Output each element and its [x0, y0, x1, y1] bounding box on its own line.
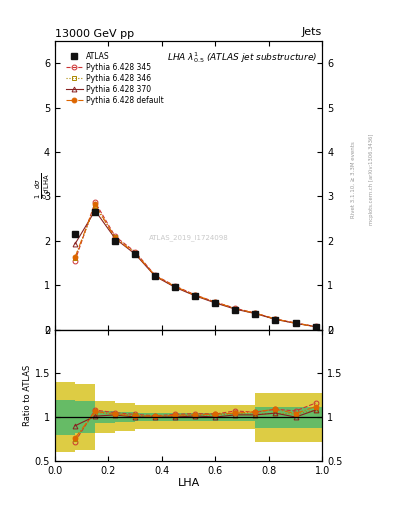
Pythia 6.428 345	[233, 305, 238, 311]
Pythia 6.428 345	[313, 324, 318, 330]
Pythia 6.428 345	[253, 310, 258, 316]
Pythia 6.428 default	[273, 316, 278, 322]
Pythia 6.428 346	[233, 306, 238, 312]
ATLAS	[293, 321, 298, 327]
ATLAS	[133, 251, 138, 257]
Pythia 6.428 370	[273, 316, 278, 323]
ATLAS	[233, 307, 238, 313]
Pythia 6.428 370	[213, 300, 218, 306]
Pythia 6.428 345	[193, 292, 198, 298]
Y-axis label: Ratio to ATLAS: Ratio to ATLAS	[23, 365, 32, 426]
Pythia 6.428 346	[273, 316, 278, 323]
Pythia 6.428 default	[153, 273, 158, 279]
Text: 13000 GeV pp: 13000 GeV pp	[55, 29, 134, 39]
Pythia 6.428 346	[133, 250, 138, 256]
Line: ATLAS: ATLAS	[72, 209, 319, 330]
Pythia 6.428 345	[133, 249, 138, 255]
Pythia 6.428 default	[113, 235, 118, 241]
Text: Rivet 3.1.10, ≥ 3.3M events: Rivet 3.1.10, ≥ 3.3M events	[351, 141, 356, 218]
ATLAS	[73, 231, 77, 237]
Pythia 6.428 370	[113, 236, 118, 242]
Text: Jets: Jets	[302, 27, 322, 37]
Pythia 6.428 345	[113, 233, 118, 240]
Pythia 6.428 370	[133, 251, 138, 257]
Pythia 6.428 346	[193, 292, 198, 298]
ATLAS	[113, 238, 118, 244]
Text: mcplots.cern.ch [arXiv:1306.3436]: mcplots.cern.ch [arXiv:1306.3436]	[369, 134, 374, 225]
Pythia 6.428 346	[173, 284, 178, 290]
Pythia 6.428 default	[253, 310, 258, 316]
Pythia 6.428 default	[293, 320, 298, 326]
Line: Pythia 6.428 346: Pythia 6.428 346	[73, 204, 318, 329]
ATLAS	[153, 273, 158, 280]
Pythia 6.428 346	[93, 203, 97, 209]
X-axis label: LHA: LHA	[178, 478, 200, 488]
Line: Pythia 6.428 370: Pythia 6.428 370	[73, 208, 318, 329]
Pythia 6.428 370	[93, 207, 97, 214]
ATLAS	[193, 293, 198, 300]
Pythia 6.428 346	[253, 311, 258, 317]
Y-axis label: $\frac{1}{\sigma}\frac{d\sigma}{d\,\mathrm{LHA}}$: $\frac{1}{\sigma}\frac{d\sigma}{d\,\math…	[33, 172, 51, 199]
Pythia 6.428 default	[233, 306, 238, 312]
Pythia 6.428 345	[73, 258, 77, 264]
Legend: ATLAS, Pythia 6.428 345, Pythia 6.428 346, Pythia 6.428 370, Pythia 6.428 defaul: ATLAS, Pythia 6.428 345, Pythia 6.428 34…	[64, 51, 165, 106]
ATLAS	[213, 300, 218, 306]
Pythia 6.428 345	[173, 283, 178, 289]
Pythia 6.428 346	[293, 320, 298, 326]
Pythia 6.428 370	[253, 311, 258, 317]
Pythia 6.428 345	[213, 299, 218, 305]
Line: Pythia 6.428 default: Pythia 6.428 default	[73, 202, 318, 329]
Pythia 6.428 370	[233, 306, 238, 312]
ATLAS	[313, 324, 318, 330]
Pythia 6.428 370	[73, 241, 77, 247]
Pythia 6.428 346	[213, 300, 218, 306]
Pythia 6.428 370	[193, 293, 198, 299]
ATLAS	[253, 311, 258, 317]
Pythia 6.428 345	[153, 272, 158, 279]
Pythia 6.428 345	[293, 320, 298, 326]
Pythia 6.428 345	[93, 199, 97, 205]
ATLAS	[273, 317, 278, 323]
Pythia 6.428 default	[173, 284, 178, 290]
Pythia 6.428 default	[313, 324, 318, 330]
ATLAS	[93, 209, 97, 215]
Pythia 6.428 default	[213, 299, 218, 305]
ATLAS	[173, 284, 178, 290]
Pythia 6.428 370	[313, 324, 318, 330]
Pythia 6.428 346	[113, 234, 118, 240]
Pythia 6.428 370	[293, 321, 298, 327]
Pythia 6.428 346	[313, 324, 318, 330]
Pythia 6.428 370	[173, 284, 178, 290]
Pythia 6.428 default	[193, 292, 198, 298]
Pythia 6.428 370	[153, 273, 158, 280]
Text: ATLAS_2019_I1724098: ATLAS_2019_I1724098	[149, 234, 228, 241]
Text: LHA $\lambda^1_{0.5}$ (ATLAS jet substructure): LHA $\lambda^1_{0.5}$ (ATLAS jet substru…	[167, 50, 317, 65]
Pythia 6.428 default	[133, 250, 138, 257]
Pythia 6.428 default	[73, 254, 77, 260]
Pythia 6.428 default	[93, 201, 97, 207]
Pythia 6.428 346	[73, 254, 77, 261]
Pythia 6.428 345	[273, 316, 278, 322]
Pythia 6.428 346	[153, 273, 158, 279]
Line: Pythia 6.428 345: Pythia 6.428 345	[73, 200, 318, 329]
